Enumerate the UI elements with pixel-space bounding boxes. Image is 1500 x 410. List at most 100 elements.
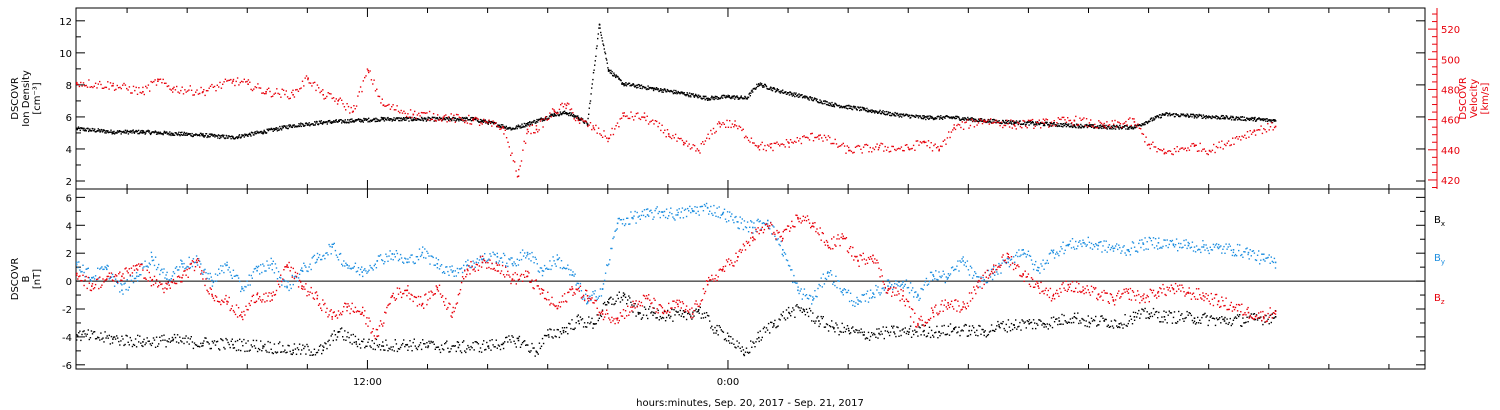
data-point <box>361 90 363 93</box>
data-point <box>475 341 477 343</box>
data-point <box>904 144 907 146</box>
data-point <box>591 87 593 89</box>
data-point <box>137 132 139 135</box>
data-point <box>1153 146 1155 148</box>
data-point <box>108 278 110 280</box>
data-point <box>431 341 433 344</box>
data-point <box>973 327 975 329</box>
data-point <box>531 124 533 126</box>
data-point <box>398 117 401 119</box>
data-point <box>203 340 205 342</box>
data-point <box>337 121 339 123</box>
data-point-anchor <box>1253 130 1256 132</box>
right-y-tick-label: 460 <box>1441 116 1460 127</box>
data-point <box>1044 124 1046 127</box>
data-point-anchor <box>788 311 790 314</box>
data-point <box>98 337 100 339</box>
data-point <box>934 118 936 120</box>
data-point <box>638 312 640 314</box>
data-point <box>657 212 659 215</box>
data-point <box>876 328 878 330</box>
data-point <box>682 310 685 312</box>
data-point <box>101 266 103 268</box>
data-point <box>402 342 404 345</box>
data-point <box>202 135 205 137</box>
data-point <box>1142 309 1144 311</box>
data-point <box>354 120 356 122</box>
data-point-anchor <box>412 113 415 116</box>
data-point <box>144 133 146 135</box>
data-point <box>484 253 486 255</box>
data-point <box>708 315 710 317</box>
data-point <box>737 96 739 99</box>
data-point <box>828 102 830 104</box>
data-point <box>627 117 629 120</box>
data-point <box>301 123 304 125</box>
data-point <box>180 89 182 92</box>
data-point <box>569 323 571 325</box>
data-point <box>718 121 720 123</box>
data-point <box>214 273 217 275</box>
data-point <box>600 315 603 318</box>
data-point <box>482 121 485 123</box>
data-point <box>1011 127 1013 129</box>
data-point <box>972 118 974 120</box>
data-point <box>387 260 389 262</box>
top-y-tick-label: 12 <box>59 17 72 28</box>
data-point <box>738 97 740 99</box>
data-point <box>652 218 654 220</box>
data-point-anchor <box>848 329 850 332</box>
data-point <box>381 259 383 261</box>
data-point <box>819 101 822 104</box>
data-point <box>516 258 518 260</box>
data-point <box>770 321 772 323</box>
data-point <box>565 268 567 270</box>
data-point <box>630 211 632 213</box>
data-point <box>526 125 528 127</box>
data-point <box>422 339 424 341</box>
data-point <box>773 87 775 90</box>
data-point <box>1229 144 1231 147</box>
data-point <box>413 262 415 265</box>
data-point <box>1183 320 1185 322</box>
data-point <box>146 265 148 267</box>
data-point <box>783 144 785 146</box>
data-point-anchor <box>262 345 264 347</box>
data-point <box>390 118 393 120</box>
data-point <box>396 105 398 107</box>
data-point <box>465 120 467 122</box>
data-point <box>845 105 847 107</box>
data-point <box>981 328 983 331</box>
data-point <box>89 337 92 339</box>
data-point <box>293 96 296 98</box>
data-point <box>174 267 177 269</box>
data-point <box>135 129 137 132</box>
data-point <box>883 113 885 115</box>
data-point <box>421 117 423 120</box>
data-point <box>935 331 937 333</box>
data-point <box>514 128 517 130</box>
data-point <box>202 273 204 275</box>
data-point <box>378 119 380 121</box>
data-point <box>400 257 403 259</box>
data-point <box>1072 126 1074 128</box>
data-point <box>433 120 435 122</box>
data-point <box>1062 123 1065 125</box>
data-point <box>143 93 145 96</box>
data-point <box>320 344 322 346</box>
data-point <box>559 111 562 113</box>
data-point <box>647 123 650 125</box>
data-point <box>655 88 657 91</box>
data-point <box>439 118 442 121</box>
data-point <box>1205 316 1207 318</box>
data-point <box>192 135 194 137</box>
data-point <box>1159 321 1161 323</box>
data-point <box>808 139 811 141</box>
data-point <box>1256 319 1259 321</box>
data-point <box>425 257 427 259</box>
data-point <box>1172 114 1174 116</box>
data-point <box>407 113 409 115</box>
data-point <box>501 126 504 128</box>
data-point <box>603 48 605 50</box>
data-point <box>573 118 575 120</box>
